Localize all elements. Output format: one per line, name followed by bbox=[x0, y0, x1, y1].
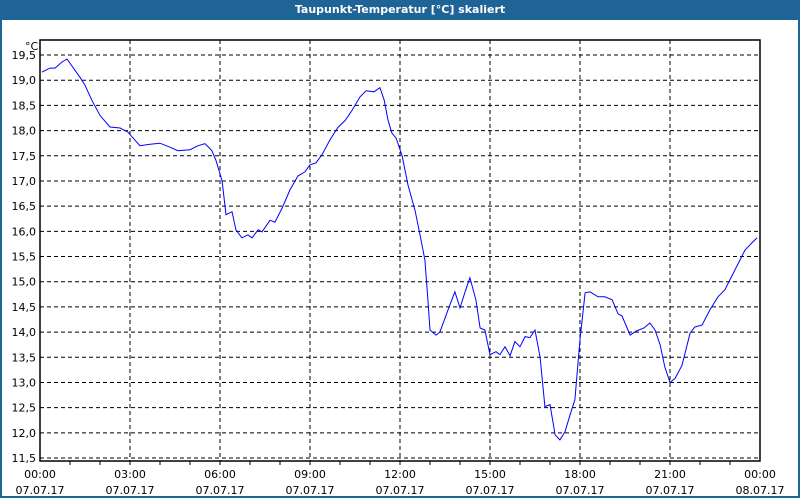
x-tick-time: 03:00 bbox=[114, 468, 146, 481]
y-tick-label: 13,0 bbox=[12, 376, 37, 389]
chart-title: Taupunkt-Temperatur [°C] skaliert bbox=[0, 0, 800, 20]
y-tick-label: 19,0 bbox=[12, 74, 37, 87]
x-tick-date: 07.07.17 bbox=[376, 484, 425, 497]
x-tick-date: 07.07.17 bbox=[556, 484, 605, 497]
x-tick-date: 08.07.17 bbox=[736, 484, 785, 497]
x-tick-date: 07.07.17 bbox=[106, 484, 155, 497]
x-tick-date: 07.07.17 bbox=[16, 484, 65, 497]
x-tick-date: 07.07.17 bbox=[646, 484, 695, 497]
y-tick-label: 15,5 bbox=[12, 251, 37, 264]
y-tick-label: 17,0 bbox=[12, 175, 37, 188]
x-tick-date: 07.07.17 bbox=[196, 484, 245, 497]
x-tick-date: 07.07.17 bbox=[286, 484, 335, 497]
y-tick-label: 13,5 bbox=[12, 351, 37, 364]
y-tick-label: 18,0 bbox=[12, 125, 37, 138]
x-tick-time: 09:00 bbox=[294, 468, 326, 481]
x-tick-time: 00:00 bbox=[24, 468, 56, 481]
x-tick-time: 12:00 bbox=[384, 468, 416, 481]
x-tick-time: 00:00 bbox=[744, 468, 776, 481]
y-tick-label: 16,5 bbox=[12, 200, 37, 213]
x-tick-time: 15:00 bbox=[474, 468, 506, 481]
y-tick-label: 15,0 bbox=[12, 276, 37, 289]
y-tick-label: 19,5 bbox=[12, 49, 37, 62]
x-tick-time: 18:00 bbox=[564, 468, 596, 481]
x-tick-time: 21:00 bbox=[654, 468, 686, 481]
dewpoint-series-line bbox=[41, 58, 758, 441]
y-tick-label: 14,0 bbox=[12, 326, 37, 339]
y-tick-label: 12,0 bbox=[12, 427, 37, 440]
x-tick-time: 06:00 bbox=[204, 468, 236, 481]
y-unit-label: °C bbox=[25, 40, 39, 53]
y-tick-label: 14,5 bbox=[12, 301, 37, 314]
y-tick-label: 12,5 bbox=[12, 402, 37, 415]
y-tick-label: 18,5 bbox=[12, 99, 37, 112]
y-tick-label: 11,5 bbox=[12, 452, 37, 465]
plot-frame bbox=[39, 39, 761, 462]
y-tick-label: 17,5 bbox=[12, 150, 37, 163]
x-tick-date: 07.07.17 bbox=[466, 484, 515, 497]
y-tick-label: 16,0 bbox=[12, 225, 37, 238]
